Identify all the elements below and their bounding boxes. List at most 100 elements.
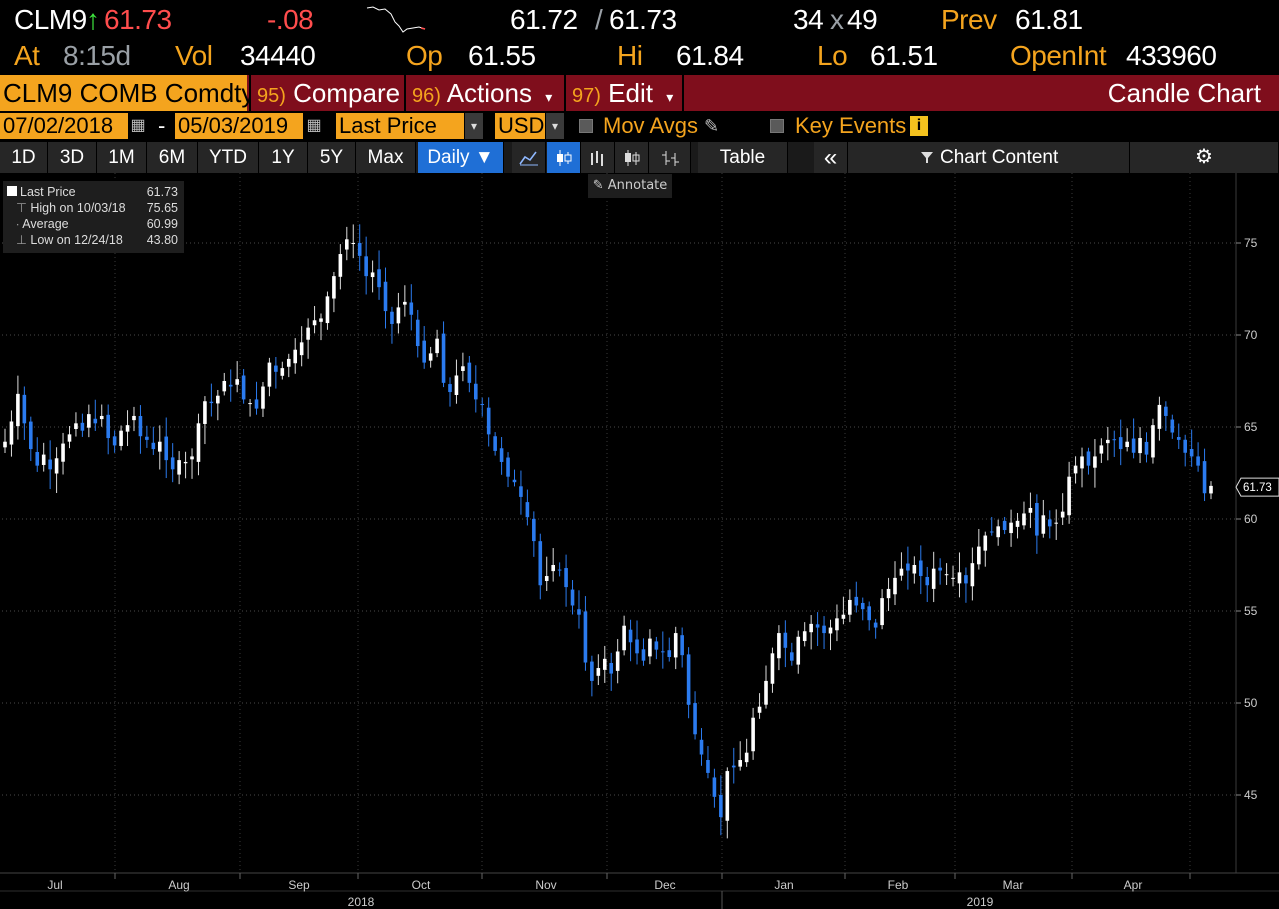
legend-last-label: Last Price xyxy=(20,185,76,199)
annotate-button[interactable]: ✎ Annotate xyxy=(588,174,672,198)
candle xyxy=(138,405,143,454)
last-price-tag-box xyxy=(1235,477,1279,497)
candle xyxy=(441,321,446,388)
range-1y[interactable]: 1Y xyxy=(259,142,308,173)
compare-button[interactable]: 95) Compare xyxy=(249,75,404,111)
chart-content-button[interactable]: Chart Content xyxy=(848,142,1130,173)
candle-body xyxy=(157,441,162,452)
candle xyxy=(783,620,788,668)
candle-body xyxy=(854,596,859,606)
currency-select[interactable]: USD xyxy=(495,113,545,139)
calendar-icon[interactable]: ▦ xyxy=(306,117,322,134)
candle xyxy=(790,642,794,666)
range-1d[interactable]: 1D xyxy=(0,142,48,173)
candle xyxy=(944,563,949,586)
candle-body xyxy=(61,443,65,462)
candle xyxy=(1099,438,1104,463)
candle xyxy=(680,627,684,668)
candle xyxy=(377,250,381,300)
candle xyxy=(957,552,962,598)
candle xyxy=(145,425,149,448)
range-6m[interactable]: 6M xyxy=(147,142,198,173)
candle-body xyxy=(822,625,826,634)
end-date-input[interactable]: 05/03/2019 xyxy=(175,113,303,139)
price-axis: 45 50 55 60 65 70 75 61.73 xyxy=(1235,173,1279,873)
compare-label: Compare xyxy=(293,78,401,108)
candle xyxy=(628,619,633,662)
candle xyxy=(190,448,194,479)
candle-body xyxy=(80,422,85,431)
candle xyxy=(351,224,356,259)
collapse-icon[interactable]: « xyxy=(814,142,848,173)
candle-body xyxy=(1015,520,1020,527)
candle xyxy=(325,291,330,330)
candle xyxy=(1125,428,1129,452)
frequency-select[interactable]: Daily ▼ xyxy=(418,142,504,173)
range-3d[interactable]: 3D xyxy=(48,142,97,173)
price-field-dropdown-icon[interactable]: ▾ xyxy=(465,113,483,139)
candle-body xyxy=(1138,438,1142,454)
candle-body xyxy=(1054,522,1059,524)
candle-body xyxy=(512,479,517,483)
candle-body xyxy=(1183,439,1188,453)
mov-avgs-label[interactable]: Mov Avgs xyxy=(603,113,698,138)
pencil-icon: ✎ xyxy=(592,178,608,193)
hollow-candle-icon[interactable] xyxy=(615,142,649,173)
candle-body xyxy=(22,394,27,424)
legend-low-label: Low on 12/24/18 xyxy=(30,233,123,247)
candle-body xyxy=(706,759,710,773)
range-5y[interactable]: 5Y xyxy=(308,142,356,173)
currency-dropdown-icon[interactable]: ▾ xyxy=(546,113,564,139)
candle xyxy=(248,399,252,417)
line-chart-icon[interactable] xyxy=(512,142,546,173)
mov-avgs-checkbox[interactable] xyxy=(579,119,593,133)
high-marker-icon: ⊤ xyxy=(16,201,27,215)
table-button[interactable]: Table xyxy=(698,142,788,173)
candle-body xyxy=(319,318,323,322)
candle-body xyxy=(1144,441,1149,455)
low-label: Lo xyxy=(817,40,848,71)
candle xyxy=(673,626,678,670)
start-date-input[interactable]: 07/02/2018 xyxy=(0,113,128,139)
key-events-label[interactable]: Key Events xyxy=(795,113,907,138)
candle-chart[interactable]: 45 50 55 60 65 70 75 61.73 Jul Aug Sep Oct Nov Dec Ja… xyxy=(0,173,1279,909)
legend-average: ∙ Average xyxy=(16,216,69,232)
candle xyxy=(1041,499,1046,538)
candle xyxy=(74,412,78,437)
range-max[interactable]: Max xyxy=(356,142,416,173)
compare-number: 95) xyxy=(257,85,286,107)
key-events-checkbox[interactable] xyxy=(770,119,784,133)
candle-body xyxy=(1125,441,1129,448)
edit-button[interactable]: 97) Edit ▾ xyxy=(564,75,684,111)
candle-body xyxy=(1022,513,1026,526)
candle xyxy=(641,638,646,666)
range-1m[interactable]: 1M xyxy=(97,142,147,173)
security-field[interactable]: CLM9 COMB Comdty xyxy=(0,75,254,111)
candle-body xyxy=(325,296,330,324)
x-tick-label: Mar xyxy=(1003,878,1024,892)
candle xyxy=(170,443,175,483)
bar-chart-icon[interactable] xyxy=(581,142,615,173)
price-field-select[interactable]: Last Price xyxy=(336,113,464,139)
pencil-icon[interactable]: ✎ xyxy=(704,116,720,136)
candle-body xyxy=(551,565,555,572)
candle xyxy=(99,404,104,427)
candle-body xyxy=(151,442,156,450)
candle xyxy=(196,413,201,476)
candle xyxy=(867,601,871,631)
candle xyxy=(177,451,181,485)
calendar-icon[interactable]: ▦ xyxy=(130,117,146,134)
info-icon[interactable]: i xyxy=(910,116,928,136)
candle xyxy=(345,226,349,261)
actions-button[interactable]: 96) Actions ▾ xyxy=(404,75,564,111)
candle-chart-icon[interactable] xyxy=(547,142,581,173)
gear-icon[interactable]: ⚙ xyxy=(1130,142,1279,173)
candle xyxy=(35,437,40,472)
candle-body xyxy=(196,423,201,462)
ohlc-bar-icon[interactable] xyxy=(649,142,691,173)
candle xyxy=(738,741,743,771)
candle xyxy=(512,469,517,487)
candle xyxy=(22,386,27,440)
range-ytd[interactable]: YTD xyxy=(198,142,259,173)
low-marker-icon: ⊥ xyxy=(16,233,27,247)
